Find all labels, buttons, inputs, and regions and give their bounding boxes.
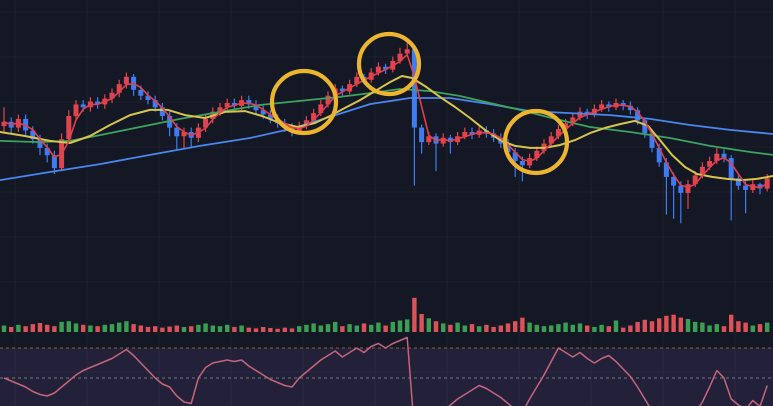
volume-pane: [1, 297, 770, 332]
annotation-circle-3[interactable]: [502, 108, 570, 176]
annotation-circle-2[interactable]: [356, 31, 422, 97]
moving-average-overlays: [0, 53, 773, 189]
annotation-circle-1[interactable]: [269, 68, 339, 136]
rsi-pane: [0, 336, 773, 406]
annotation-circles-layer[interactable]: [269, 31, 570, 176]
